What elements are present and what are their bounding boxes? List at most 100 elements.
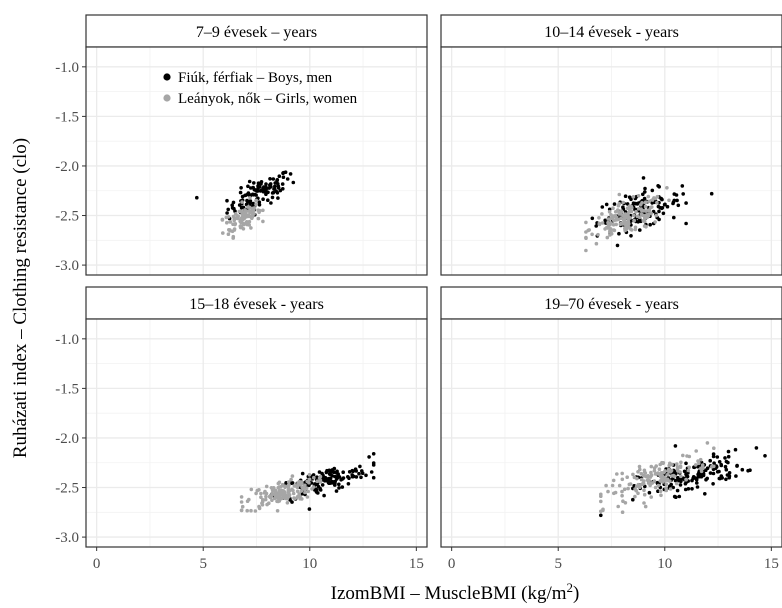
data-point <box>643 190 647 194</box>
data-point <box>300 471 305 476</box>
x-tick-label: 15 <box>764 556 779 572</box>
data-point <box>238 190 243 195</box>
data-point <box>271 177 276 181</box>
data-point <box>332 480 336 484</box>
data-point <box>254 202 258 207</box>
data-point <box>608 222 612 227</box>
data-point <box>269 201 273 205</box>
data-point <box>307 480 311 485</box>
data-point <box>247 179 252 184</box>
data-point <box>685 474 690 479</box>
data-point <box>351 469 355 474</box>
data-point <box>285 501 290 505</box>
data-point <box>325 468 329 473</box>
data-point <box>256 186 260 191</box>
data-point <box>270 488 275 493</box>
y-tick-label: -3.0 <box>55 530 79 546</box>
data-point <box>246 205 250 209</box>
data-point <box>615 472 619 476</box>
data-point <box>622 487 627 492</box>
data-point <box>264 494 268 499</box>
data-point <box>605 225 609 230</box>
data-point <box>276 182 280 186</box>
data-point <box>239 495 244 499</box>
data-point <box>679 474 683 479</box>
data-point <box>607 209 612 214</box>
data-point <box>726 460 730 465</box>
data-point <box>640 482 645 486</box>
data-point <box>673 478 678 483</box>
data-point <box>656 483 661 488</box>
data-point <box>340 485 345 489</box>
data-point <box>605 235 610 240</box>
x-axis-label: IzomBMI – MuscleBMI (kg/m2) <box>331 580 580 604</box>
data-point <box>246 209 251 213</box>
data-point <box>314 487 318 492</box>
data-point <box>677 494 682 499</box>
data-point <box>270 195 275 200</box>
data-point <box>711 482 715 486</box>
data-point <box>712 464 716 469</box>
series-boys <box>195 170 296 221</box>
data-point <box>318 474 323 479</box>
data-point <box>243 208 248 213</box>
data-point <box>652 469 657 473</box>
data-point <box>699 466 703 471</box>
data-point <box>594 241 599 246</box>
data-point <box>696 474 701 479</box>
data-point <box>638 228 642 232</box>
data-point <box>227 228 231 232</box>
data-point <box>295 485 300 490</box>
data-point <box>705 441 710 445</box>
data-point <box>285 177 290 181</box>
data-point <box>613 490 618 495</box>
data-point <box>328 472 333 477</box>
data-point <box>299 489 304 493</box>
y-tick-label: -2.5 <box>55 209 79 225</box>
data-point <box>639 471 644 476</box>
y-tick-label: -1.0 <box>55 60 79 76</box>
data-point <box>281 187 285 191</box>
data-point <box>358 464 362 469</box>
data-point <box>258 189 263 193</box>
data-point <box>647 199 652 204</box>
data-point <box>303 490 307 495</box>
data-point <box>682 469 687 474</box>
data-point <box>683 481 688 486</box>
data-point <box>274 189 279 194</box>
data-point <box>225 220 229 225</box>
y-tick-label: -1.5 <box>55 109 79 125</box>
data-point <box>616 504 620 509</box>
data-point <box>262 185 266 189</box>
data-point <box>268 177 272 181</box>
data-point <box>305 495 310 499</box>
data-point <box>611 206 615 210</box>
data-point <box>614 222 618 227</box>
data-point <box>724 467 729 472</box>
data-point <box>260 499 265 504</box>
data-point <box>684 221 688 226</box>
data-point <box>336 473 340 478</box>
data-point <box>597 221 602 226</box>
data-point <box>291 488 295 493</box>
data-point <box>332 466 337 471</box>
data-point <box>647 208 652 212</box>
data-point <box>668 461 672 466</box>
data-point <box>269 185 273 189</box>
data-point <box>245 508 249 513</box>
data-point <box>281 175 286 179</box>
data-point <box>675 198 679 203</box>
data-point <box>657 209 661 214</box>
data-point <box>597 216 601 220</box>
data-point <box>686 468 691 473</box>
y-tick-label: -2.0 <box>55 159 79 175</box>
data-point <box>628 207 632 211</box>
data-point <box>357 471 361 476</box>
data-point <box>239 500 244 504</box>
data-point <box>669 482 673 487</box>
panel-border <box>85 46 428 276</box>
data-point <box>289 477 293 482</box>
data-point <box>265 502 269 507</box>
data-point <box>275 509 280 513</box>
